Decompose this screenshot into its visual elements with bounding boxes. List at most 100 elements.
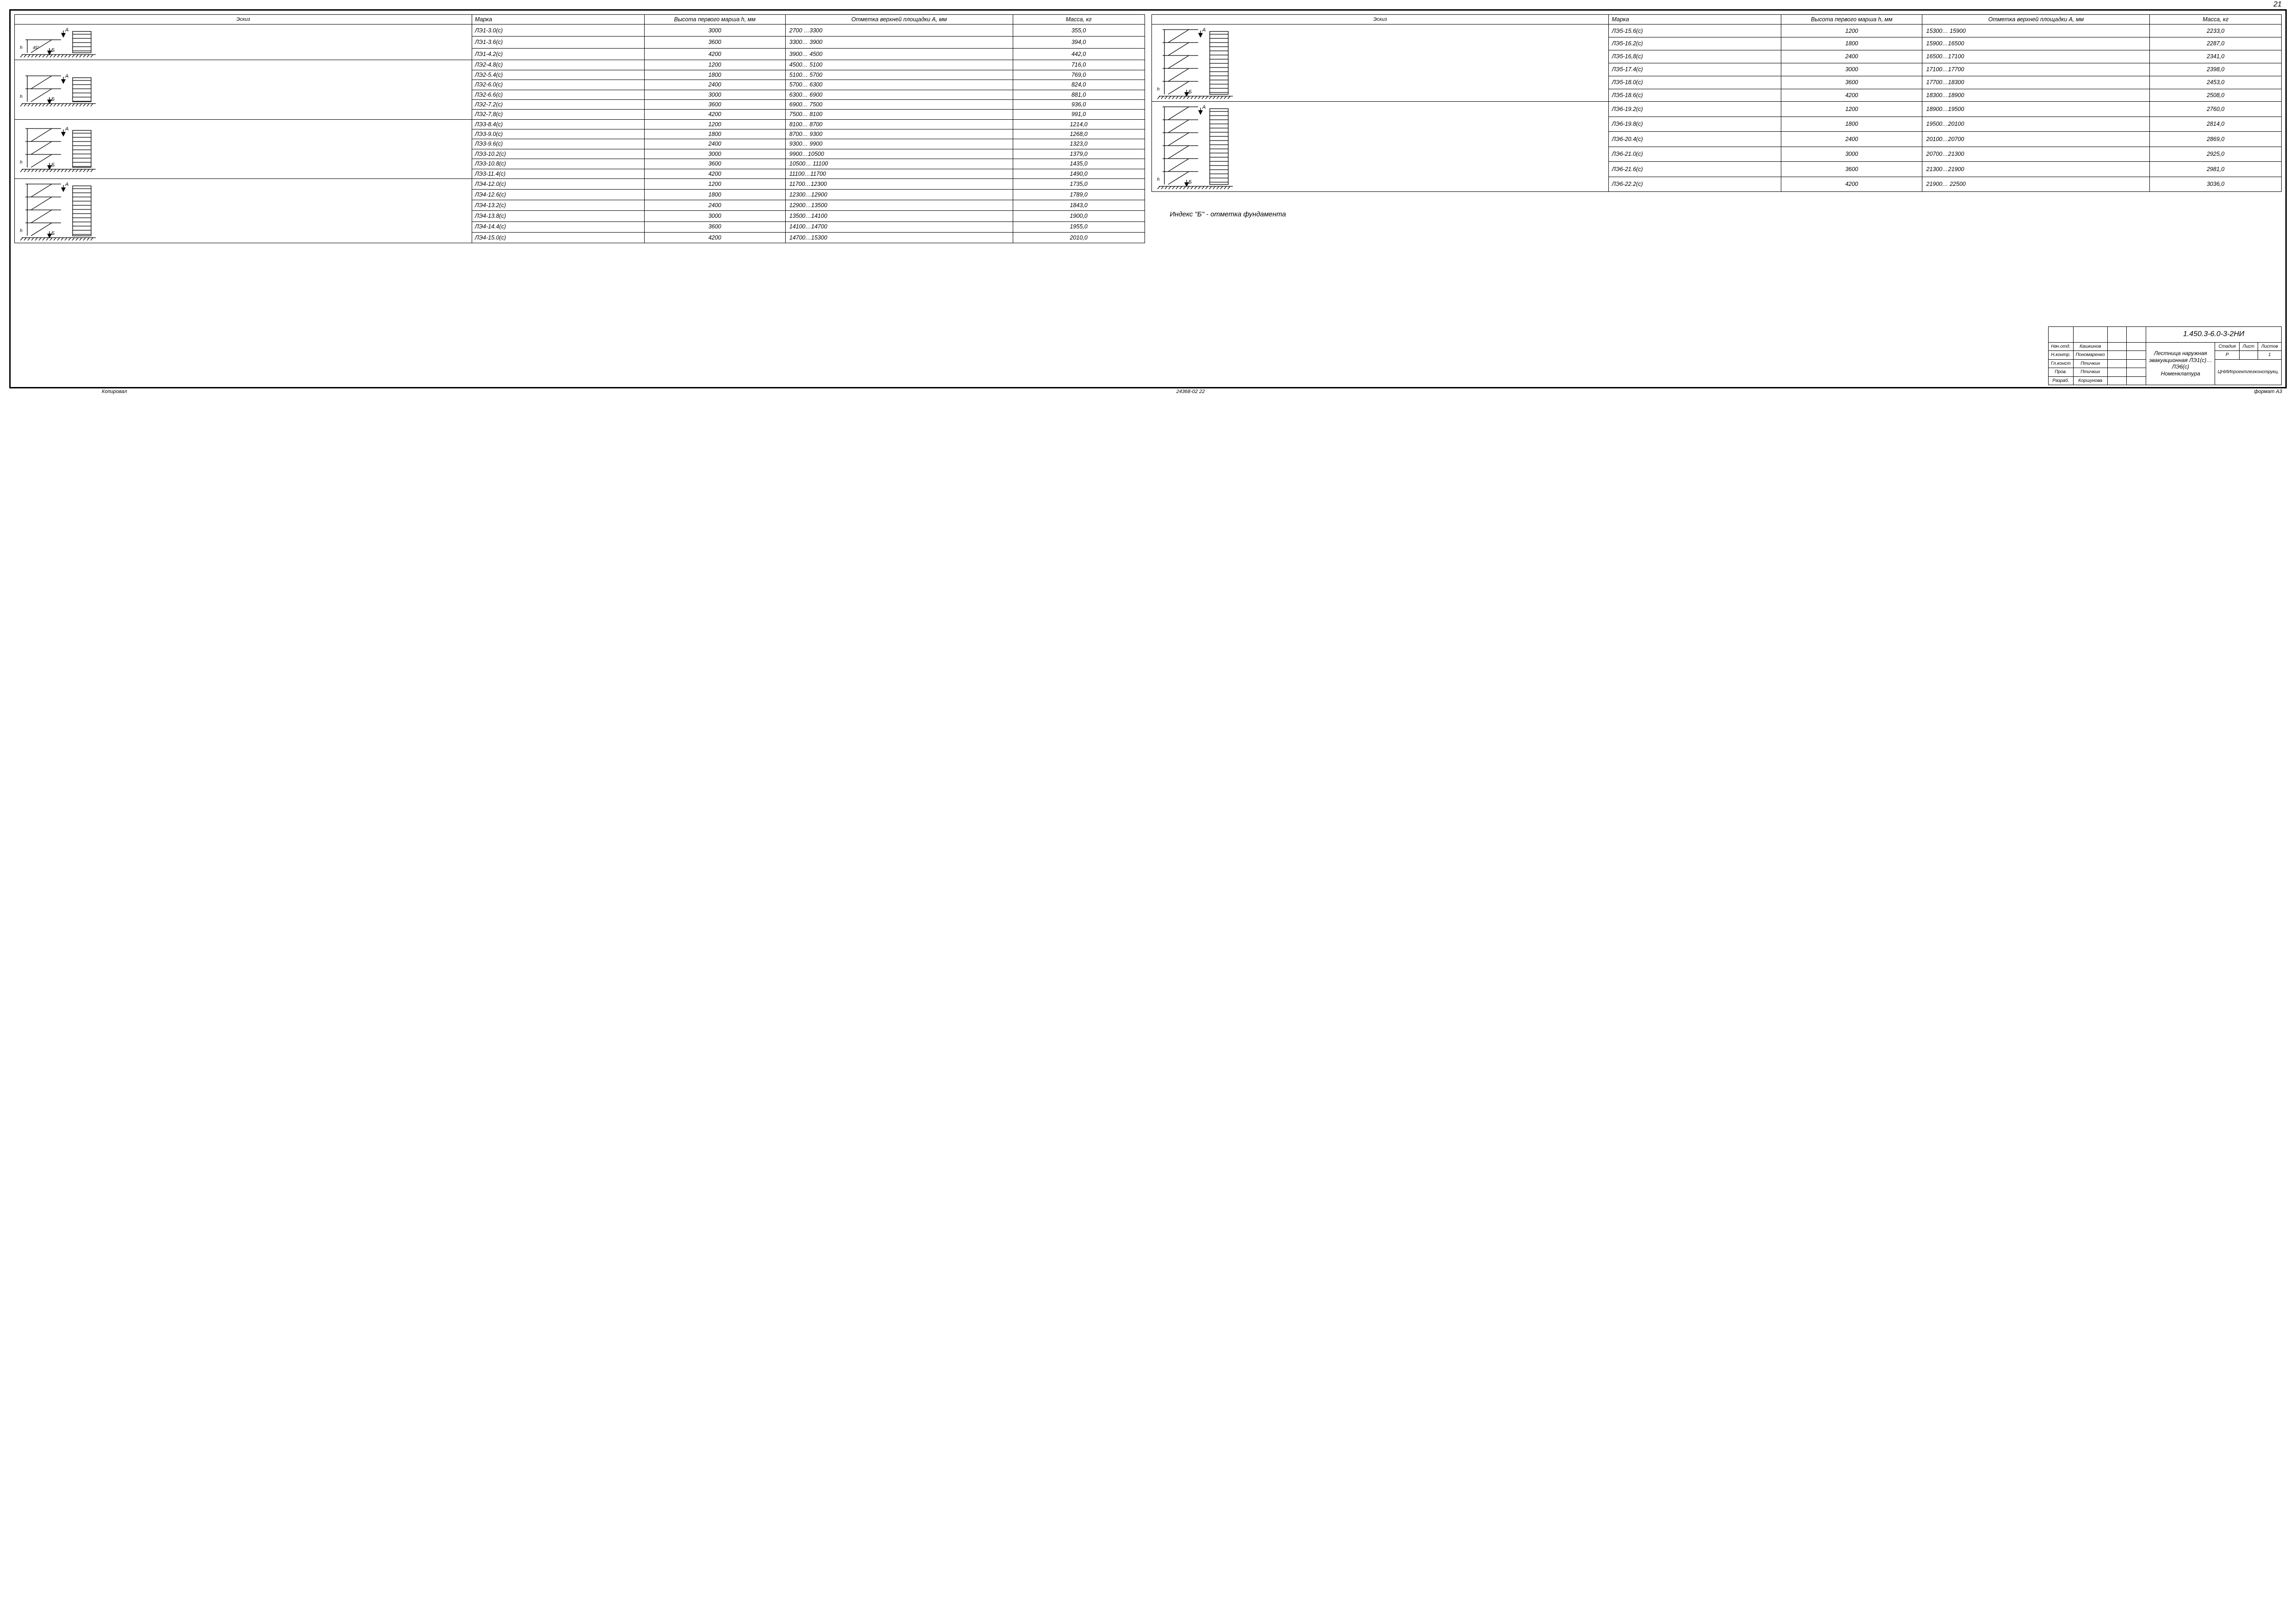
cell-a: 14700…15300 [785, 232, 1013, 243]
sketch-cell: АБh3600 [15, 60, 472, 119]
cell-mark: ЛЭ3-9.6(с) [472, 139, 644, 149]
cell-h: 3000 [644, 211, 785, 221]
cell-h: 2400 [644, 80, 785, 90]
cell-mass: 769,0 [1013, 70, 1145, 80]
cell-mark: ЛЭ5-16,8(с) [1609, 50, 1781, 63]
header-h: Высота первого марша h, мм [644, 15, 785, 25]
cell-a: 11700…12300 [785, 178, 1013, 189]
cell-mass: 2981,0 [2150, 162, 2282, 177]
cell-h: 1800 [644, 190, 785, 200]
cell-h: 4200 [1781, 177, 1922, 192]
cell-a: 13500…14100 [785, 211, 1013, 221]
sketch-cell: АБh36003600 [15, 119, 472, 178]
cell-mass: 1323,0 [1013, 139, 1145, 149]
cell-h: 2400 [1781, 50, 1922, 63]
cell-mark: ЛЭ6-22.2(с) [1609, 177, 1781, 192]
svg-text:А: А [1202, 104, 1206, 110]
cell-mark: ЛЭ1-3.0(с) [472, 25, 644, 37]
footer-left: Копировал [102, 389, 127, 394]
header-row: Эскиз Марка Высота первого марша h, мм О… [15, 15, 1145, 25]
cell-h: 3600 [644, 221, 785, 232]
cell-mark: ЛЭ5-17.4(с) [1609, 63, 1781, 76]
cell-a: 9900…10500 [785, 149, 1013, 159]
cell-a: 6300… 6900 [785, 90, 1013, 99]
cell-mass: 2814,0 [2150, 117, 2282, 132]
cell-a: 18300…18900 [1922, 89, 2150, 102]
cell-mass: 2869,0 [2150, 132, 2282, 147]
cell-a: 5700… 6300 [785, 80, 1013, 90]
cell-mark: ЛЭ3-8.4(с) [472, 119, 644, 129]
table-row: АБh45°ЛЭ1-3.0(с)30002700 …3300355,0 [15, 25, 1145, 37]
cell-mass: 2760,0 [2150, 102, 2282, 117]
svg-text:Б: Б [51, 97, 55, 102]
sheets-value: 1 [2258, 351, 2281, 360]
role-label: Разраб. [2049, 376, 2074, 385]
cell-a: 17100…17700 [1922, 63, 2150, 76]
cell-h: 2400 [644, 200, 785, 211]
table-row: АБh36003600360036003600ЛЭ6-19.2(с)120018… [1151, 102, 2282, 117]
cell-mass: 442,0 [1013, 48, 1145, 60]
table-row: АБh36003600ЛЭ3-8.4(с)12008100… 87001214,… [15, 119, 1145, 129]
cell-h: 1200 [644, 178, 785, 189]
cell-a: 16500…17100 [1922, 50, 2150, 63]
cell-mark: ЛЭ5-16.2(с) [1609, 37, 1781, 50]
cell-mass: 394,0 [1013, 37, 1145, 49]
cell-mark: ЛЭ3-11.4(с) [472, 169, 644, 178]
cell-mass: 1490,0 [1013, 169, 1145, 178]
cell-a: 9300… 9900 [785, 139, 1013, 149]
cell-mark: ЛЭ1-4.2(с) [472, 48, 644, 60]
sheet-value [2239, 351, 2258, 360]
cell-mark: ЛЭ2-6.0(с) [472, 80, 644, 90]
cell-a: 6900… 7500 [785, 99, 1013, 109]
cell-mass: 1268,0 [1013, 129, 1145, 139]
cell-a: 15300… 15900 [1922, 25, 2150, 37]
cell-h: 4200 [644, 169, 785, 178]
cell-h: 3000 [1781, 147, 1922, 162]
cell-a: 19500…20100 [1922, 117, 2150, 132]
role-label: Н.контр. [2049, 351, 2074, 360]
svg-text:h: h [20, 94, 23, 99]
cell-mark: ЛЭ1-3.6(с) [472, 37, 644, 49]
header-a: Отметка верхней площадки А, мм [785, 15, 1013, 25]
cell-mark: ЛЭ5-18.6(с) [1609, 89, 1781, 102]
role-name: Пономаренко [2073, 351, 2107, 360]
cell-mark: ЛЭ6-20.4(с) [1609, 132, 1781, 147]
cell-h: 2400 [644, 139, 785, 149]
role-name: Птичкин [2073, 359, 2107, 368]
right-column: Эскиз Марка Высота первого марша h, мм О… [1151, 14, 2282, 243]
sheets-header: Листов [2258, 342, 2281, 351]
cell-mark: ЛЭ6-21.6(с) [1609, 162, 1781, 177]
cell-mass: 2925,0 [2150, 147, 2282, 162]
svg-text:h: h [20, 228, 23, 233]
cell-h: 1200 [1781, 102, 1922, 117]
cell-h: 3000 [1781, 63, 1922, 76]
role-name: Птичкин [2073, 368, 2107, 377]
cell-mass: 716,0 [1013, 60, 1145, 70]
content-area: Эскиз Марка Высота первого марша h, мм О… [14, 14, 2282, 243]
cell-mass: 2233,0 [2150, 25, 2282, 37]
cell-a: 12300…12900 [785, 190, 1013, 200]
header-sketch: Эскиз [15, 15, 472, 25]
foundation-note: Индекс "Б" - отметка фундамента [1170, 210, 2282, 218]
svg-text:А: А [65, 27, 68, 33]
svg-text:Б: Б [1188, 89, 1192, 95]
cell-a: 11100…11700 [785, 169, 1013, 178]
cell-a: 15900…16500 [1922, 37, 2150, 50]
cell-mark: ЛЭ6-19.2(с) [1609, 102, 1781, 117]
role-name: Коршунова [2073, 376, 2107, 385]
cell-mass: 824,0 [1013, 80, 1145, 90]
cell-mark: ЛЭ4-15.0(с) [472, 232, 644, 243]
cell-h: 3600 [1781, 162, 1922, 177]
cell-mark: ЛЭ4-13.8(с) [472, 211, 644, 221]
cell-h: 1800 [644, 70, 785, 80]
cell-mass: 3036,0 [2150, 177, 2282, 192]
cell-a: 12900…13500 [785, 200, 1013, 211]
cell-h: 3000 [644, 25, 785, 37]
cell-h: 4200 [644, 110, 785, 119]
cell-a: 14100…14700 [785, 221, 1013, 232]
svg-text:А: А [65, 74, 68, 79]
cell-mass: 1735,0 [1013, 178, 1145, 189]
svg-text:А: А [65, 182, 68, 187]
cell-mark: ЛЭ4-14.4(с) [472, 221, 644, 232]
title-block: 1.450.3-6.0-3-2НИ Нач.отд. Кашкинов Лест… [2048, 326, 2282, 386]
